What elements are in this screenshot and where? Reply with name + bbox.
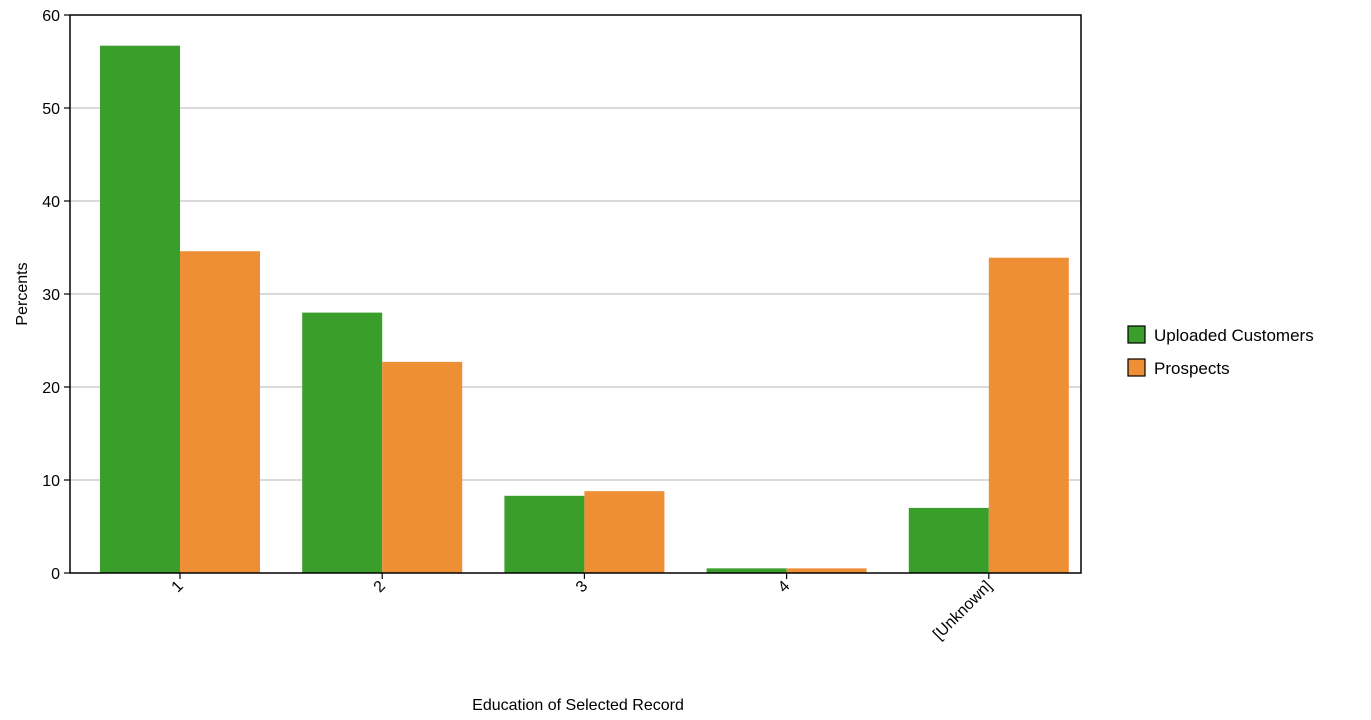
y-tick-label: 30	[42, 287, 60, 304]
legend-swatch	[1127, 358, 1146, 377]
x-tick-label: 4	[775, 578, 793, 596]
bar-uploaded-customers-1	[302, 312, 383, 573]
bar-prospects-0	[180, 251, 260, 573]
x-axis-ticks: 1 2 3 4 [Unknown]	[169, 573, 996, 643]
bar-prospects-4	[988, 257, 1069, 573]
bar-uploaded-customers-3	[706, 568, 787, 573]
x-tick-label: [Unknown]	[930, 578, 995, 643]
legend: Uploaded Customers Prospects	[1127, 325, 1314, 378]
legend-label: Uploaded Customers	[1154, 326, 1314, 345]
y-tick-label: 40	[42, 194, 60, 211]
x-axis-label: Education of Selected Record	[472, 697, 684, 714]
y-tick-label: 0	[51, 566, 60, 583]
y-tick-label: 50	[42, 101, 60, 118]
x-tick-label: 1	[169, 578, 187, 596]
y-axis-label: Percents	[14, 262, 31, 325]
y-tick-label: 20	[42, 380, 60, 397]
x-tick-label: 2	[371, 578, 389, 596]
bar-uploaded-customers-2	[504, 495, 585, 573]
y-axis-ticks: 0 10 20 30 40 50 60	[42, 8, 70, 583]
bars	[100, 45, 1069, 573]
bar-uploaded-customers-0	[100, 45, 180, 573]
legend-swatch	[1127, 325, 1146, 344]
legend-label: Prospects	[1154, 359, 1230, 378]
bar-prospects-2	[584, 491, 665, 573]
bar-prospects-1	[382, 361, 463, 573]
y-tick-label: 60	[42, 8, 60, 25]
bar-uploaded-customers-4	[908, 507, 989, 573]
bar-prospects-3	[786, 568, 867, 573]
y-tick-label: 10	[42, 473, 60, 490]
x-tick-label: 3	[573, 578, 591, 596]
